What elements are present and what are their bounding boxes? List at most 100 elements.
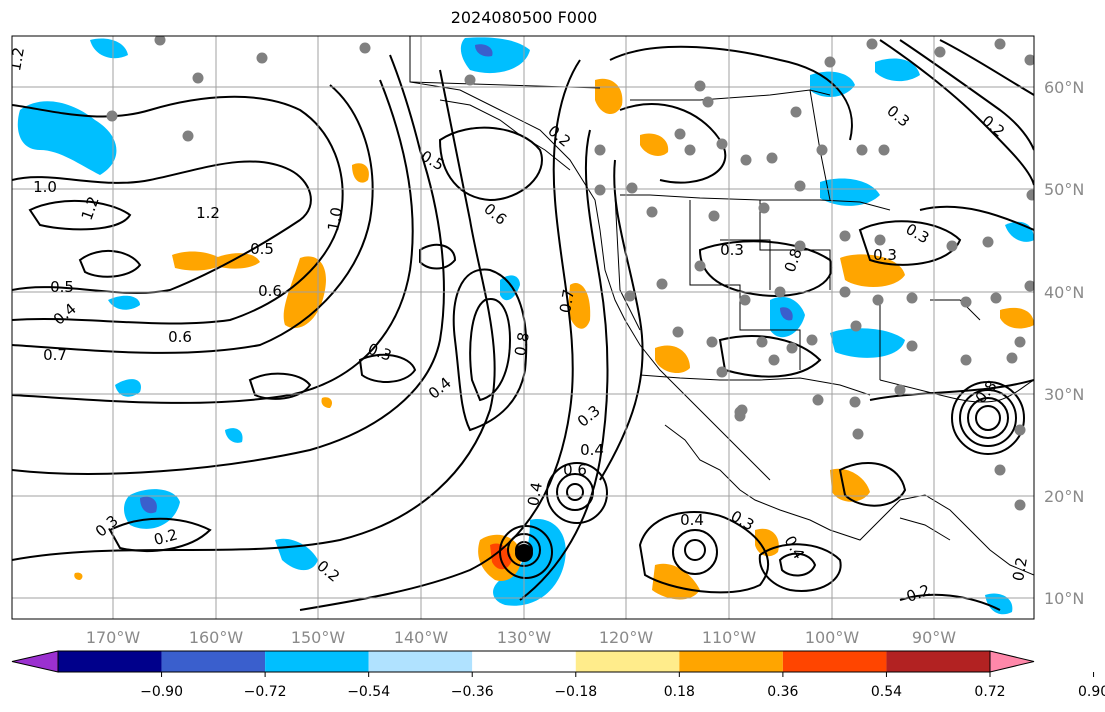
station-marker [1014,499,1026,511]
contour-label: 0.5 [250,240,274,258]
contour-line [248,372,312,400]
contour-label: 0.7 [43,346,67,364]
station-marker [768,354,780,366]
shade-orange [352,163,369,183]
station-marker [766,152,778,164]
shade-blue [500,275,520,301]
colorbar-segment [575,651,680,672]
station-marker [1006,352,1018,364]
station-marker [716,138,728,150]
colorbar-extend-low [11,650,59,673]
contour-line [108,517,212,552]
station-layer [106,36,1034,511]
station-marker [359,42,371,54]
contour-label: 1.2 [78,194,103,223]
latitude-label: 20°N [1044,487,1084,506]
station-marker [878,144,890,156]
contour-ring [672,529,718,575]
contour-line [899,593,1001,611]
shade-dark-blue [140,496,157,514]
coastline [879,379,1034,403]
shade-blue [460,37,530,74]
station-marker [708,210,720,222]
contour-label: 1.2 [6,46,28,73]
border [614,194,641,331]
contour-label: 0.4 [425,374,455,403]
contour-ring [967,397,1009,439]
latitude-label: 30°N [1044,385,1084,404]
contour-label: 0.6 [168,328,192,346]
colorbar-tick-label: −0.36 [451,684,494,700]
station-marker [672,326,684,338]
station-marker [946,240,958,252]
contour-line [758,543,842,592]
longitude-label: 110°W [702,628,757,647]
contour-label: 0.4 [524,481,546,508]
contour-label: 0.5 [418,147,448,175]
contour-line [519,129,609,601]
station-marker [790,106,802,118]
contour-line [619,103,727,184]
contour-label: 1.0 [324,206,346,233]
colorbar-segment [679,651,783,672]
shade-orange [595,78,623,115]
contour-line [869,379,1034,401]
station-marker [994,464,1006,476]
contour-label: 0.2 [1009,556,1031,583]
colorbar-segment [368,651,473,672]
colorbar-tick-label: 0.18 [664,684,695,700]
station-marker [960,296,972,308]
station-marker [1014,424,1026,436]
border [930,299,981,321]
station-marker [874,234,886,246]
station-marker [866,38,878,50]
station-marker [739,294,751,306]
contour-label: 0.6 [480,200,510,229]
contour-label: 0.5 [50,278,74,296]
longitude-label: 130°W [497,628,552,647]
station-marker [740,154,752,166]
contour-line [879,39,1034,186]
shade-orange [74,572,83,580]
coastline [409,36,771,481]
station-marker [1014,336,1026,348]
colorbar-tick-label: −0.18 [554,684,597,700]
shade-blue [493,519,566,606]
contour-label: 0.6 [563,461,587,479]
colorbar-segment [782,651,887,672]
contour-ring [975,405,1001,431]
latitude-axis: 60°N 50°N 40°N 30°N 20°N 10°N [1044,78,1084,608]
shade-blue [17,101,117,175]
shade-orange [640,133,669,156]
station-marker [1026,189,1034,201]
station-marker [774,286,786,298]
station-marker [706,336,718,348]
station-marker [906,292,918,304]
border [759,200,831,290]
station-marker [464,74,476,86]
shade-blue [115,379,141,397]
shade-orange [321,397,333,408]
colorbar-segment [58,651,162,672]
station-marker [852,428,864,440]
shade-orange [830,468,870,502]
contour-label: 0.4 [580,441,604,459]
station-marker [850,320,862,332]
colorbar-tick-label: 0.54 [871,684,902,700]
station-marker [990,292,1002,304]
plot-area: 1.2 1.0 1.2 1.2 0.5 0.6 0.5 0.4 0.6 0.7 1.0 0.5 0.6 0… [6,36,1034,619]
contour-label: 0.4 [781,533,809,563]
contour-label: 0.2 [978,112,1008,141]
colorbar-segment [886,651,990,672]
station-marker [839,230,851,242]
colorbar-tick-label: −0.54 [347,684,390,700]
plot-frame [11,35,1035,620]
colorbar-tick-label: −0.72 [244,684,287,700]
shade-orange [655,345,690,374]
contour-line [698,240,833,297]
contour-line [858,220,962,266]
station-marker [716,366,728,378]
contour-line [12,84,374,354]
contour-line [718,335,822,378]
